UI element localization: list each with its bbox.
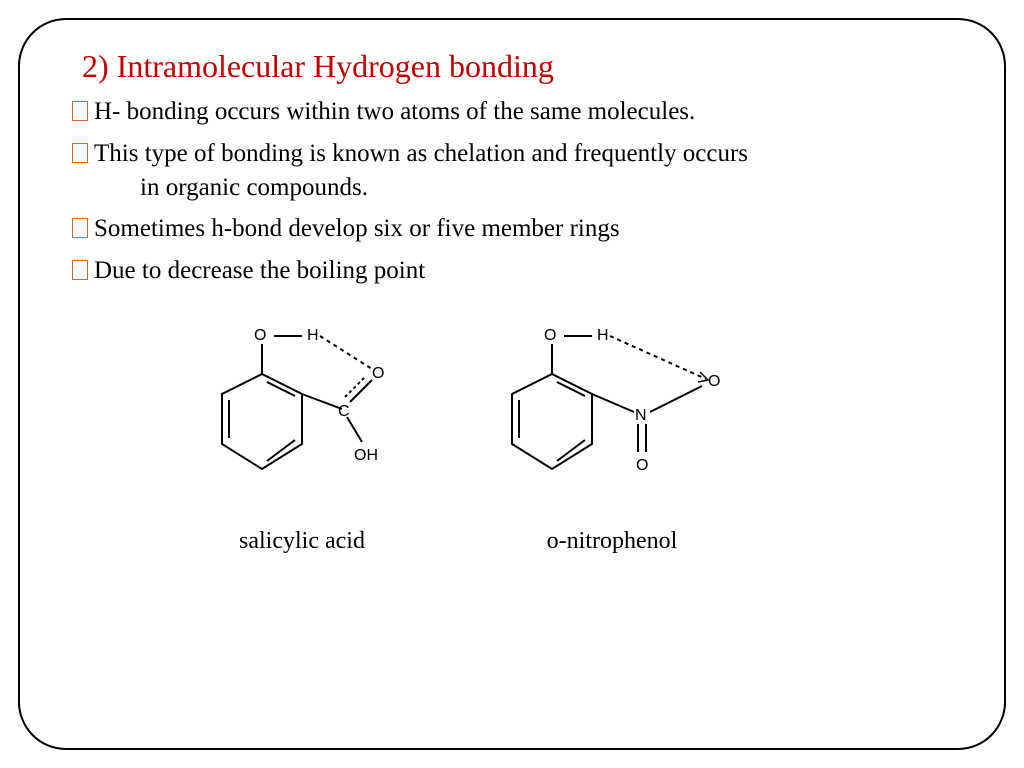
atom-O1: O xyxy=(254,327,266,344)
atom-C: C xyxy=(338,403,350,420)
bullet-2-line1: This type of bonding is known as chelati… xyxy=(94,140,748,167)
nitrophenol-caption: o-nitrophenol xyxy=(547,528,678,555)
salicylic-caption: salicylic acid xyxy=(239,528,365,555)
nitrophenol-svg: O H N O O xyxy=(482,314,742,524)
bullet-4: Due to decrease the boiling point xyxy=(72,254,964,288)
salicylic-svg: O H C O OH xyxy=(192,314,412,524)
atom-OH: OH xyxy=(354,447,378,464)
molecule-salicylic: O H C O OH salicylic acid xyxy=(192,314,412,555)
atom-O2: O xyxy=(372,365,384,382)
atom-O2: O xyxy=(708,373,720,390)
slide-title: 2) Intramolecular Hydrogen bonding xyxy=(82,48,964,85)
atom-O3: O xyxy=(636,457,648,474)
atom-H1: H xyxy=(597,327,609,344)
atom-H1: H xyxy=(307,327,319,344)
slide-frame: 2) Intramolecular Hydrogen bonding H- bo… xyxy=(18,18,1006,750)
atom-O1: O xyxy=(544,327,556,344)
figures-row: O H C O OH salicylic acid xyxy=(192,314,964,555)
bullet-list: H- bonding occurs within two atoms of th… xyxy=(72,95,964,288)
atom-N: N xyxy=(635,407,647,424)
bullet-2: This type of bonding is known as chelati… xyxy=(72,137,964,205)
molecule-nitrophenol: O H N O O o-nitrophenol xyxy=(482,314,742,555)
bullet-2-line2: in organic compounds. xyxy=(94,171,368,205)
bullet-1: H- bonding occurs within two atoms of th… xyxy=(72,95,964,129)
bullet-3: Sometimes h-bond develop six or five mem… xyxy=(72,212,964,246)
